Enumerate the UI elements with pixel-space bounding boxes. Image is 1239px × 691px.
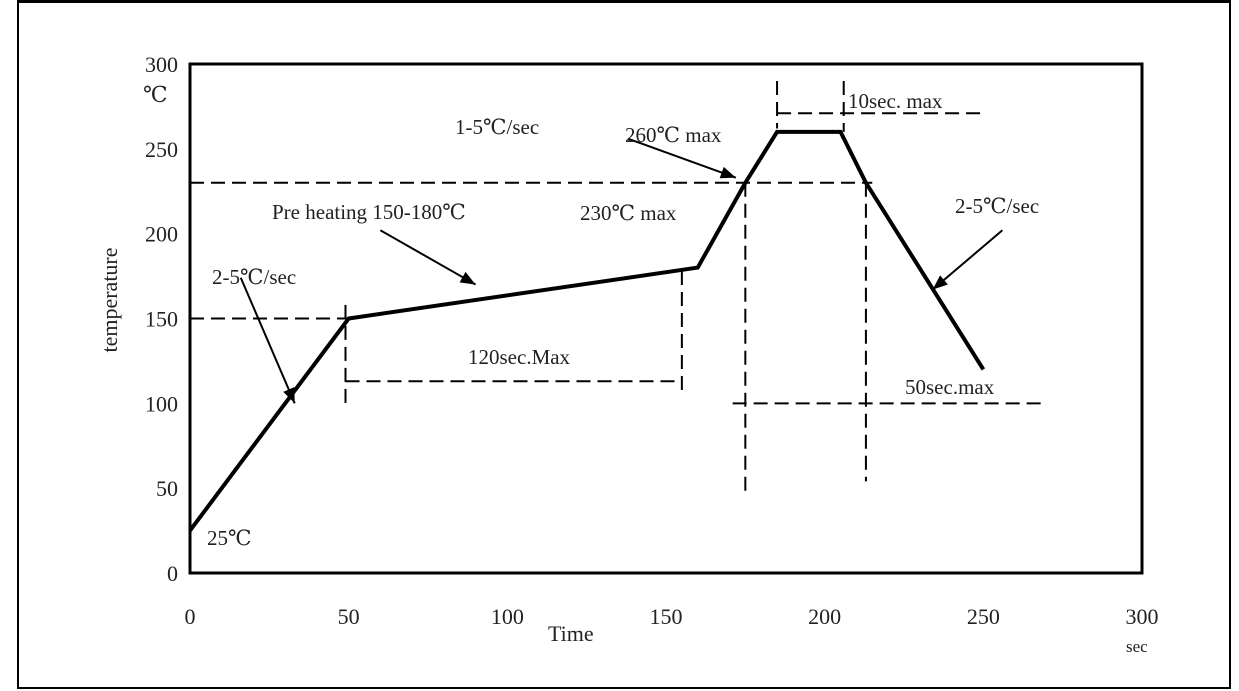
x-tick-label: 100 xyxy=(491,604,524,629)
ramp2-label: 1-5℃/sec xyxy=(455,115,539,139)
cool-arrow xyxy=(931,229,1004,291)
y-tick-labels: 0 50 100 150 200 250 300 xyxy=(145,52,178,586)
preheat-arrow-head xyxy=(459,271,476,285)
series-group xyxy=(188,129,986,532)
peak-label: 260℃ max xyxy=(625,123,722,147)
y-tick-label: 150 xyxy=(145,307,178,332)
ramp2-arrow xyxy=(627,137,737,179)
cool-arrow-head xyxy=(932,275,948,290)
chart-frame xyxy=(17,0,1231,689)
x-tick-labels: 0 50 100 150 200 250 300 xyxy=(185,604,1159,629)
temperature-profile-line xyxy=(188,129,986,532)
x-tick-label: 0 xyxy=(185,604,196,629)
x-tick-label: 250 xyxy=(967,604,1000,629)
ramp2-arrow-head xyxy=(719,166,736,179)
y-axis-unit: ℃ xyxy=(143,82,168,107)
guide-lines xyxy=(190,80,1047,494)
y-tick-label: 250 xyxy=(145,137,178,162)
max230-label: 230℃ max xyxy=(580,201,677,225)
cool-label: 2-5℃/sec xyxy=(955,194,1039,218)
y-tick-label: 50 xyxy=(156,476,178,501)
x-tick-label: 200 xyxy=(808,604,841,629)
above230-time-label: 50sec.max xyxy=(905,375,995,399)
x-tick-label: 300 xyxy=(1126,604,1159,629)
start-temp-label: 25℃ xyxy=(207,526,252,550)
ramp1-label: 2-5℃/sec xyxy=(212,265,296,289)
y-tick-label: 300 xyxy=(145,52,178,77)
x-axis-label: Time xyxy=(548,621,594,646)
annotation-arrows xyxy=(239,137,1004,404)
peak-time-label: 10sec. max xyxy=(848,89,943,113)
preheat-time-label: 120sec.Max xyxy=(468,345,571,369)
ramp1-arrow xyxy=(239,277,296,404)
y-tick-label: 200 xyxy=(145,222,178,247)
x-tick-label: 150 xyxy=(650,604,683,629)
y-tick-label: 0 xyxy=(167,561,178,586)
x-axis-unit: sec xyxy=(1126,637,1148,656)
x-tick-label: 50 xyxy=(338,604,360,629)
y-tick-label: 100 xyxy=(145,391,178,416)
preheat-label: Pre heating 150-180℃ xyxy=(272,200,466,224)
y-axis-label: temperature xyxy=(97,247,122,352)
preheat-arrow xyxy=(379,229,477,286)
